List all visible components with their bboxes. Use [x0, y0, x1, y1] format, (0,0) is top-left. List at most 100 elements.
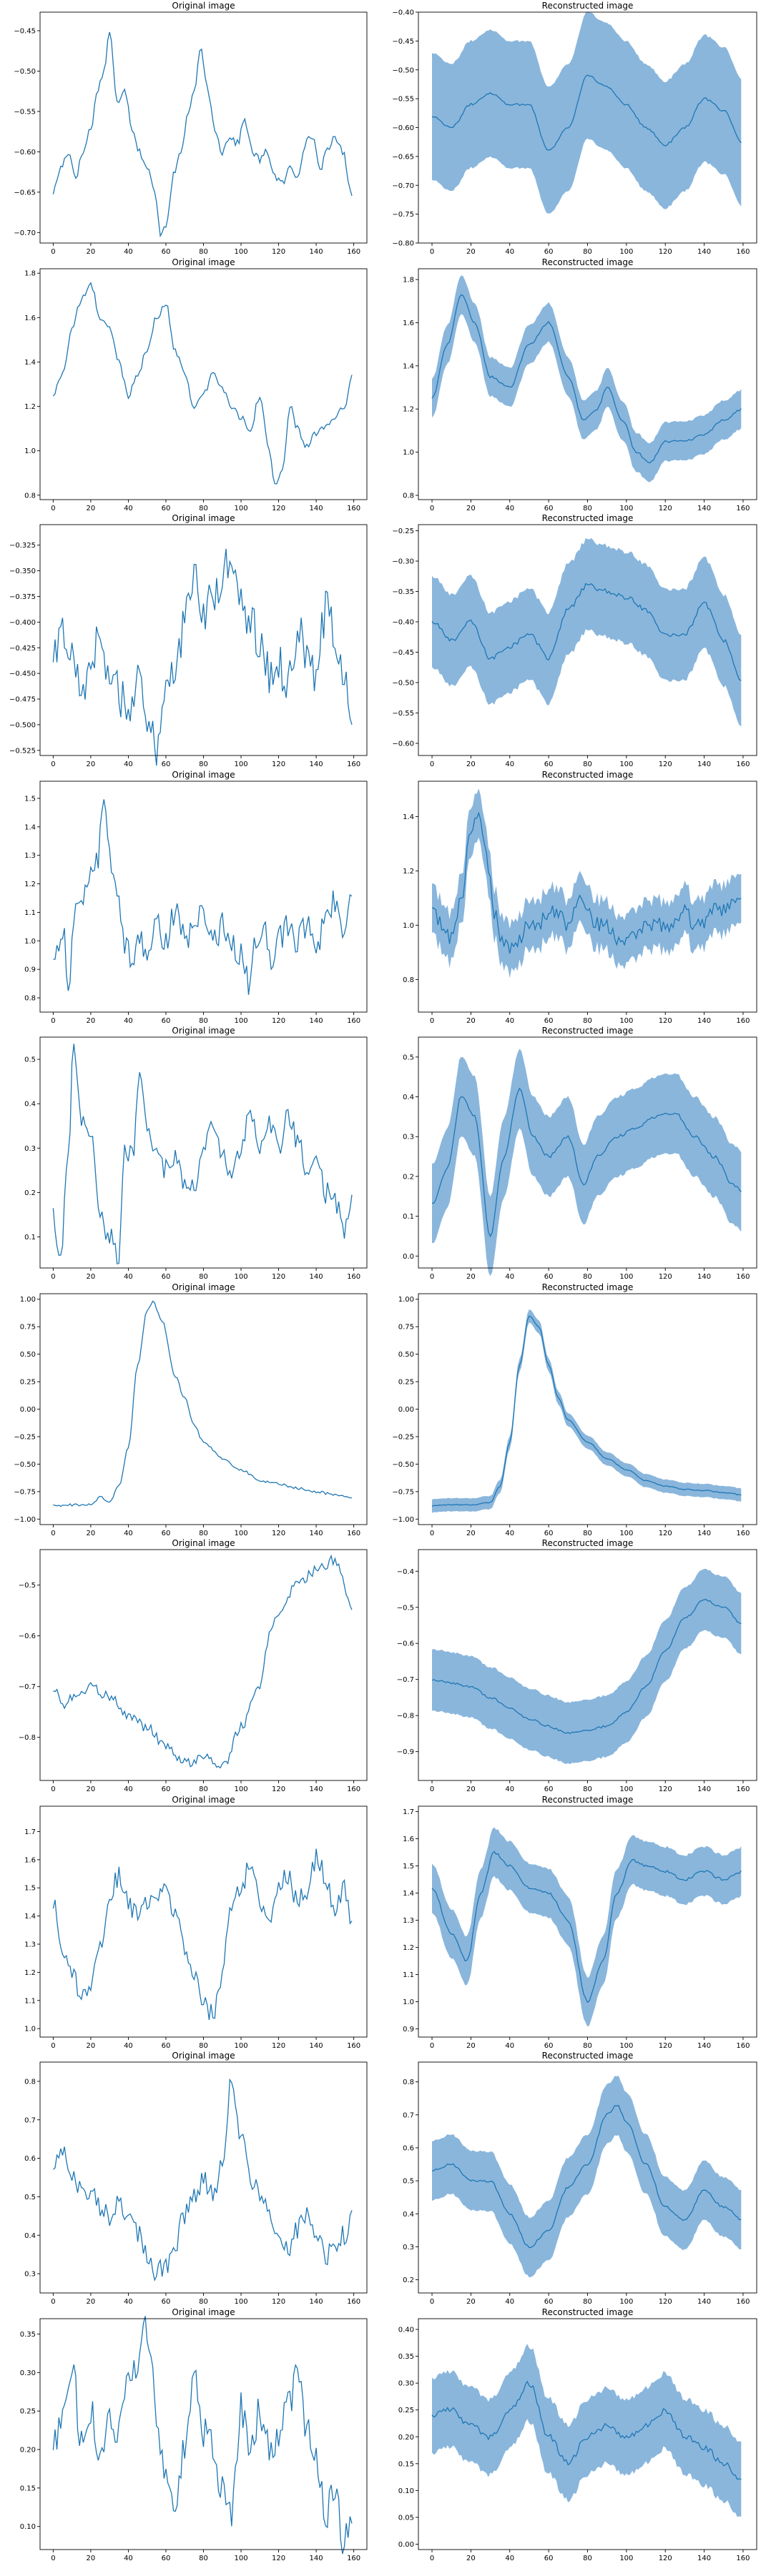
subplot-title: Original image [172, 1282, 235, 1292]
x-tick-label: 0 [430, 2298, 434, 2306]
x-tick-label: 120 [659, 505, 672, 512]
x-tick-label: 0 [430, 505, 434, 512]
x-tick-label: 0 [430, 1785, 434, 1793]
y-tick-label: −0.25 [392, 527, 414, 535]
y-tick-label: 1.4 [24, 359, 36, 367]
x-tick-label: 20 [87, 505, 96, 512]
plot-area [40, 1037, 367, 1268]
confidence-band [432, 2344, 742, 2517]
x-tick-label: 100 [234, 1273, 247, 1281]
y-tick-label: 0.7 [24, 2116, 36, 2124]
x-tick-label: 160 [347, 761, 360, 768]
x-tick-label: 20 [466, 505, 476, 512]
plot-area [40, 1294, 367, 1525]
subplot-r10-c2: Reconstructed image 0 20 40 60 80 100 120 140 160… [398, 2307, 757, 2562]
subplot-r8-c1: Original image 0 20 40 60 80 100 120 140 160 1.0 1.… [24, 1795, 368, 2050]
x-tick-label: 40 [124, 1530, 133, 1537]
x-tick-label: 140 [310, 2042, 323, 2050]
x-tick-label: 80 [583, 1785, 592, 1793]
y-tick-label: 1.4 [24, 823, 36, 831]
y-tick-label: −1.00 [392, 1516, 414, 1524]
y-tick-label: 0.2 [403, 1173, 414, 1181]
y-tick-label: 0.75 [398, 1324, 414, 1332]
y-tick-label: 1.0 [403, 449, 414, 457]
y-tick-label: 0.5 [403, 2178, 414, 2186]
x-tick-label: 80 [199, 2555, 208, 2562]
y-tick-label: 0.4 [24, 1101, 36, 1109]
x-tick-label: 100 [619, 761, 633, 768]
x-tick-label: 0 [430, 1017, 434, 1025]
y-tick-label: 1.0 [24, 2026, 36, 2033]
y-tick-label: 1.3 [24, 852, 36, 860]
x-tick-label: 140 [310, 505, 323, 512]
y-tick-label: 1.2 [403, 868, 414, 876]
x-tick-label: 120 [272, 1273, 285, 1281]
y-tick-label: 0.50 [20, 1351, 36, 1359]
y-tick-label: −0.55 [14, 108, 36, 116]
y-tick-label: 0.30 [20, 2369, 36, 2377]
x-tick-label: 120 [659, 761, 672, 768]
plot-area [40, 2062, 367, 2293]
x-tick-label: 100 [234, 505, 247, 512]
plot-area [40, 2319, 367, 2550]
x-tick-label: 100 [234, 1785, 247, 1793]
y-tick-label: 0.4 [403, 1094, 414, 1101]
x-tick-label: 100 [234, 2042, 247, 2050]
x-tick-label: 80 [199, 505, 208, 512]
y-tick-label: 0.10 [398, 2487, 414, 2495]
x-tick-label: 80 [199, 1017, 208, 1025]
x-tick-label: 60 [544, 1785, 554, 1793]
y-tick-label: 1.1 [24, 909, 36, 917]
x-tick-label: 100 [234, 1017, 247, 1025]
x-tick-label: 20 [466, 1530, 476, 1537]
y-tick-label: 0.5 [403, 1054, 414, 1061]
y-tick-label: 1.4 [403, 813, 414, 821]
x-tick-label: 100 [234, 761, 247, 768]
x-tick-label: 0 [430, 761, 434, 768]
y-tick-label: 0.75 [20, 1324, 36, 1332]
confidence-band [432, 275, 742, 482]
x-tick-label: 120 [272, 505, 285, 512]
y-tick-label: 1.6 [24, 1856, 36, 1864]
series-line [53, 1554, 353, 1769]
x-tick-label: 80 [199, 1785, 208, 1793]
x-tick-label: 120 [659, 2555, 672, 2562]
y-tick-label: 1.2 [24, 403, 36, 411]
x-tick-label: 140 [697, 1273, 711, 1281]
subplot-title: Reconstructed image [542, 770, 634, 780]
series-line [52, 1848, 353, 2020]
y-tick-label: 1.5 [24, 795, 36, 803]
x-tick-label: 120 [659, 1273, 672, 1281]
x-tick-label: 160 [347, 1273, 360, 1281]
x-tick-label: 60 [544, 2298, 554, 2306]
x-tick-label: 120 [659, 2042, 672, 2050]
y-tick-label: 1.3 [403, 1917, 414, 1925]
x-tick-label: 140 [697, 1530, 711, 1537]
x-tick-label: 60 [544, 248, 554, 256]
x-tick-label: 40 [124, 2298, 133, 2306]
subplot-r6-c1: Original image 0 20 40 60 80 100 120 140 160 −1.00… [14, 1282, 368, 1537]
y-tick-label: 1.1 [403, 1971, 414, 1979]
y-tick-label: −0.40 [392, 9, 414, 17]
x-tick-label: 20 [466, 1785, 476, 1793]
x-tick-label: 120 [659, 2298, 672, 2306]
mean-line [431, 294, 742, 464]
x-tick-label: 60 [544, 2555, 554, 2562]
y-tick-label: 1.6 [24, 314, 36, 322]
x-tick-label: 60 [544, 761, 554, 768]
series-line [52, 2078, 353, 2282]
x-tick-label: 40 [505, 2555, 514, 2562]
confidence-band [432, 1568, 742, 1765]
subplot-r2-c2: Reconstructed image 0 20 40 60 80 100 120 140 160… [403, 257, 757, 512]
y-tick-label: 1.1 [24, 1997, 36, 2005]
series-line [53, 1300, 353, 1507]
y-tick-label: 0.3 [403, 1134, 414, 1141]
x-tick-label: 80 [199, 1530, 208, 1537]
plot-area [40, 1550, 367, 1780]
y-tick-label: −0.50 [392, 680, 414, 688]
x-tick-label: 0 [51, 2555, 55, 2562]
x-tick-label: 20 [466, 761, 476, 768]
x-tick-label: 160 [736, 1530, 750, 1537]
y-tick-label: −0.350 [9, 568, 36, 575]
x-tick-label: 60 [544, 2042, 554, 2050]
